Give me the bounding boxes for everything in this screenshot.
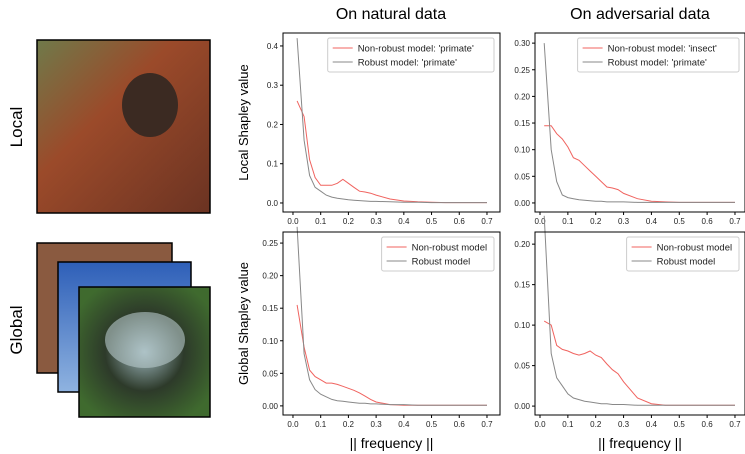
y-tick-label: 0.10 — [262, 337, 278, 346]
x-tick-label: 0.6 — [454, 217, 466, 226]
x-tick-label: 0.6 — [702, 217, 714, 226]
y-tick-label: 0.20 — [514, 92, 530, 101]
x-tick-label: 0.1 — [562, 217, 574, 226]
y-tick-label: 0.20 — [262, 272, 278, 281]
x-tick-label: 0.1 — [562, 420, 574, 429]
legend-label: Robust model — [657, 257, 716, 268]
plot-frame — [534, 32, 745, 213]
x-tick-label: 0.7 — [481, 217, 493, 226]
y-tick-label: 0.0 — [267, 199, 279, 208]
legend-label: Robust model: 'primate' — [358, 58, 457, 69]
x-tick-label: 0.1 — [315, 217, 327, 226]
x-tick-label: 0.7 — [481, 420, 493, 429]
y-tick-label: 0.05 — [514, 362, 530, 371]
row-label: Global — [7, 305, 26, 354]
legend-label: Non-robust model — [412, 243, 488, 254]
x-tick-label: 0.6 — [454, 420, 466, 429]
series-line — [544, 125, 735, 203]
y-tick-label: 0.00 — [262, 402, 278, 411]
y-axis-label: Local Shapley value — [236, 64, 251, 180]
y-tick-label: 0.05 — [262, 369, 278, 378]
legend-box — [327, 37, 495, 73]
series-line — [543, 320, 735, 406]
x-tick-label: 0.2 — [343, 420, 355, 429]
series-line — [296, 100, 487, 204]
column-title: On natural data — [336, 6, 446, 23]
x-tick-label: 0.6 — [702, 420, 714, 429]
y-tick-label: 0.15 — [514, 281, 530, 290]
x-tick-label: 0.3 — [371, 217, 383, 226]
y-tick-label: 0.1 — [267, 160, 279, 169]
series-line — [296, 226, 487, 406]
column-title: On adversarial data — [570, 6, 710, 23]
x-tick-label: 0.3 — [371, 420, 383, 429]
x-tick-label: 0.7 — [729, 420, 741, 429]
x-tick-label: 0.0 — [287, 420, 299, 429]
y-tick-label: 0.4 — [267, 42, 279, 51]
y-tick-label: 0.2 — [267, 120, 279, 129]
y-axis-label: Global Shapley value — [236, 262, 251, 385]
series-line — [543, 215, 735, 406]
x-tick-label: 0.4 — [646, 217, 658, 226]
x-tick-label: 0.0 — [534, 217, 546, 226]
x-axis-label: || frequency || — [350, 435, 434, 451]
plot-frame — [282, 32, 501, 213]
x-tick-label: 0.1 — [315, 420, 327, 429]
legend-label: Non-robust model: 'primate' — [358, 44, 474, 55]
image-detail — [105, 312, 185, 368]
y-tick-label: 0.10 — [514, 321, 530, 330]
y-tick-label: 0.00 — [514, 199, 530, 208]
legend-label: Robust model: 'primate' — [608, 58, 707, 69]
x-tick-label: 0.2 — [590, 420, 602, 429]
x-tick-label: 0.2 — [343, 217, 355, 226]
x-tick-label: 0.4 — [398, 420, 410, 429]
x-tick-label: 0.0 — [534, 420, 546, 429]
y-tick-label: 0.25 — [262, 239, 278, 248]
series-line — [296, 38, 487, 204]
row-label: Local — [7, 107, 26, 148]
x-tick-label: 0.5 — [426, 420, 438, 429]
y-tick-label: 0.3 — [267, 81, 279, 90]
y-tick-label: 0.25 — [514, 66, 530, 75]
y-tick-label: 0.10 — [514, 146, 530, 155]
x-tick-label: 0.2 — [590, 217, 602, 226]
x-tick-label: 0.0 — [287, 217, 299, 226]
x-axis-label: || frequency || — [598, 435, 682, 451]
series-line — [296, 304, 487, 406]
x-tick-label: 0.5 — [674, 217, 686, 226]
legend-box — [626, 236, 740, 272]
legend-label: Robust model — [412, 257, 471, 268]
y-tick-label: 0.20 — [514, 240, 530, 249]
x-tick-label: 0.5 — [426, 217, 438, 226]
legend-label: Non-robust model — [657, 243, 733, 254]
plot-frame — [282, 231, 501, 416]
plot-frame — [534, 231, 745, 416]
legend-box — [381, 236, 495, 272]
x-tick-label: 0.4 — [398, 217, 410, 226]
legend-box — [577, 37, 740, 73]
x-tick-label: 0.4 — [646, 420, 658, 429]
x-tick-label: 0.7 — [729, 217, 741, 226]
y-tick-label: 0.15 — [262, 304, 278, 313]
y-tick-label: 0.00 — [514, 402, 530, 411]
image-detail — [122, 73, 178, 137]
local-image — [36, 39, 211, 214]
x-tick-label: 0.5 — [674, 420, 686, 429]
legend-label: Non-robust model: 'insect' — [608, 44, 717, 55]
x-tick-label: 0.3 — [618, 420, 630, 429]
y-tick-label: 0.05 — [514, 172, 530, 181]
series-line — [543, 43, 735, 203]
y-tick-label: 0.15 — [514, 119, 530, 128]
x-tick-label: 0.3 — [618, 217, 630, 226]
y-tick-label: 0.30 — [514, 39, 530, 48]
